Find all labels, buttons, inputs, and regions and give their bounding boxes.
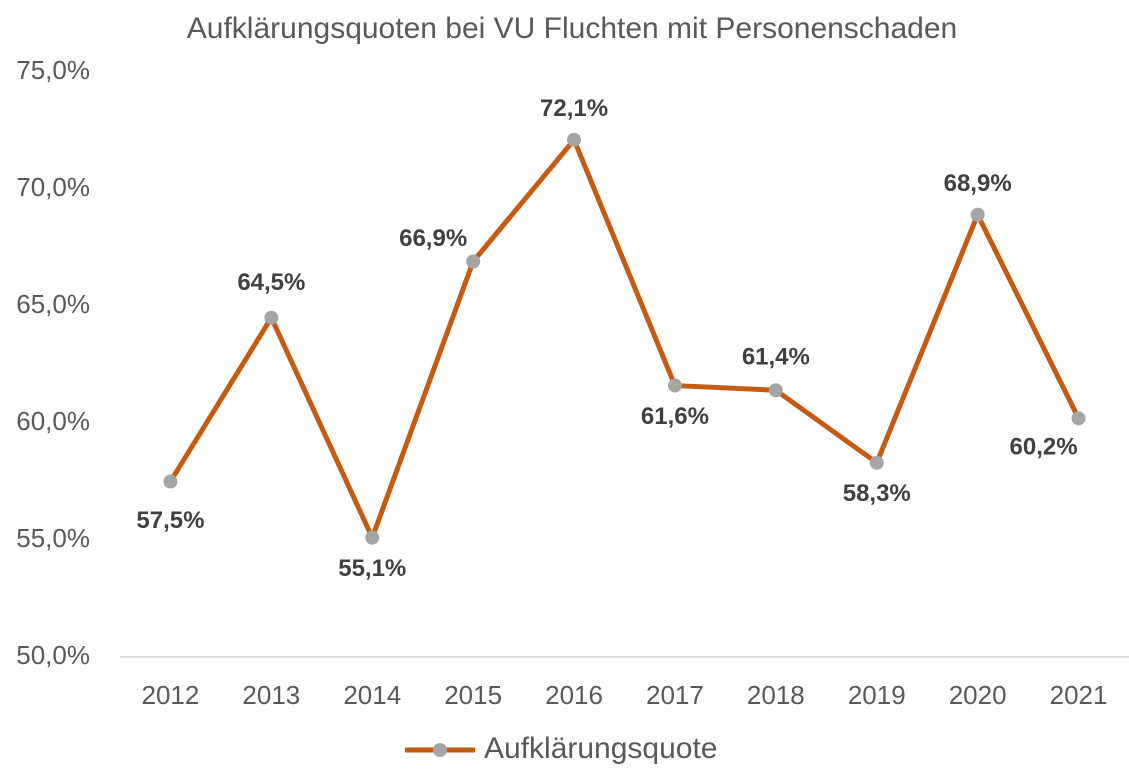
x-tick-label: 2013: [242, 680, 300, 710]
legend-marker: [433, 743, 447, 757]
marker: [264, 310, 279, 325]
marker: [567, 132, 582, 147]
data-label: 72,1%: [540, 95, 608, 122]
marker: [869, 455, 884, 470]
y-tick-label: 75,0%: [16, 55, 90, 85]
data-label: 61,6%: [641, 403, 709, 430]
data-label: 68,9%: [944, 170, 1012, 197]
marker: [970, 207, 985, 222]
legend-label: Aufklärungsquote: [484, 732, 718, 765]
y-tick-label: 60,0%: [16, 406, 90, 436]
y-tick-label: 70,0%: [16, 172, 90, 202]
x-tick-label: 2019: [848, 680, 906, 710]
line: [168, 137, 1081, 541]
data-label: 58,3%: [843, 480, 911, 507]
marker: [163, 474, 178, 489]
data-label: 61,4%: [742, 344, 810, 371]
y-tick-label: 55,0%: [16, 523, 90, 553]
x-tick-label: 2015: [444, 680, 502, 710]
data-label: 66,9%: [399, 225, 467, 252]
marker: [667, 378, 682, 393]
y-tick-label: 50,0%: [16, 640, 90, 670]
x-tick-label: 2021: [1050, 680, 1108, 710]
x-tick-label: 2017: [646, 680, 704, 710]
chart-title: Aufklärungsquoten bei VU Fluchten mit Pe…: [187, 12, 957, 45]
data-label: 64,5%: [237, 269, 305, 296]
x-tick-label: 2016: [545, 680, 603, 710]
y-tick-label: 65,0%: [16, 289, 90, 319]
marker: [365, 530, 380, 545]
data-label: 60,2%: [1010, 434, 1078, 461]
x-tick-label: 2020: [949, 680, 1007, 710]
x-tick-label: 2018: [747, 680, 805, 710]
data-label: 57,5%: [136, 507, 204, 534]
marker: [1071, 411, 1086, 426]
x-tick-label: 2012: [142, 680, 200, 710]
marker: [466, 254, 481, 269]
data-label: 55,1%: [338, 555, 406, 582]
marker: [768, 383, 783, 398]
x-tick-label: 2014: [343, 680, 401, 710]
